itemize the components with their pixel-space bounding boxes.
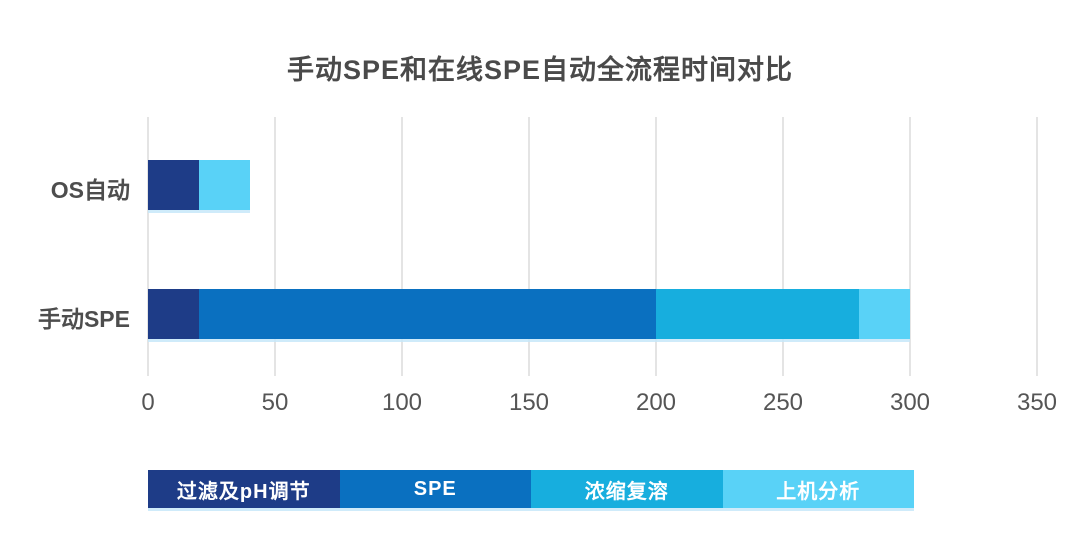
x-tick-label: 200 [635, 389, 677, 416]
x-tick-label: 300 [889, 389, 931, 416]
x-tick-label: 0 [141, 389, 155, 416]
legend: 过滤及pH调节 SPE 浓缩复溶 上机分析 [148, 470, 914, 508]
legend-item: 过滤及pH调节 [148, 470, 340, 508]
bar-segment [148, 289, 199, 340]
legend-label: SPE [413, 477, 457, 500]
legend-label: 上机分析 [776, 480, 861, 503]
bar-segment [198, 159, 250, 210]
bar-segment [198, 289, 656, 340]
x-tick-label: 100 [381, 389, 423, 416]
chart-title: 手动SPE和在线SPE自动全流程时间对比 [286, 55, 794, 85]
y-category-label: 手动SPE [37, 306, 130, 333]
x-tick-label: 50 [261, 389, 289, 416]
legend-label: 浓缩复溶 [584, 480, 669, 503]
bar-segment [655, 289, 860, 340]
gridline [528, 117, 530, 376]
bar-row [148, 159, 250, 210]
bar-segment [148, 159, 199, 210]
x-tick-label: 250 [762, 389, 804, 416]
legend-item: 浓缩复溶 [531, 470, 723, 508]
x-axis: 0 50 100 150 200 250 300 350 [141, 389, 1057, 421]
x-tick-label: 150 [508, 389, 550, 416]
bar-segment [859, 289, 910, 340]
gridline [401, 117, 403, 376]
gridline [782, 117, 784, 376]
legend-item: SPE [339, 470, 531, 508]
gridline [655, 117, 657, 376]
gridline [909, 117, 911, 376]
x-tick-label: 350 [1016, 389, 1058, 416]
legend-label: 过滤及pH调节 [176, 480, 311, 503]
bar-row [148, 289, 910, 340]
plot-area [147, 117, 1038, 376]
y-axis-labels: OS自动手动SPE [0, 117, 130, 376]
y-category-label: OS自动 [50, 176, 130, 203]
gridline [1036, 117, 1038, 376]
gridline [274, 117, 276, 376]
gridline [147, 117, 149, 376]
legend-item: 上机分析 [722, 470, 914, 508]
